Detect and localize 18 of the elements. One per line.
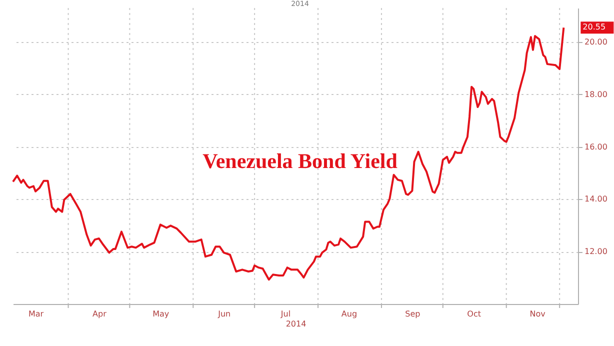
annotation: 20.55 <box>582 22 606 32</box>
x-tick-label: Jun <box>217 310 231 318</box>
x-tick-label: Jul <box>280 310 291 318</box>
annotation: Venezuela Bond Yield <box>202 149 398 173</box>
y-tick-label: 20.00 <box>584 38 608 47</box>
x-tick-label: Nov <box>530 310 546 318</box>
x-tick-label: Apr <box>92 310 108 318</box>
x-tick-label: May <box>152 310 170 318</box>
text: 2014 <box>286 320 306 328</box>
y-tick-label: 14.00 <box>584 194 608 204</box>
y-tick-label: 12.00 <box>584 247 608 256</box>
x-tick-label: Oct <box>467 310 482 318</box>
line-series <box>12 26 565 281</box>
x-tick-label: Aug <box>341 310 358 318</box>
y-tick-label: 18.00 <box>584 90 608 99</box>
y-tick-label: 16.00 <box>584 142 608 152</box>
x-tick-label: Sep <box>405 310 420 318</box>
x-tick-label: Mar <box>28 310 44 318</box>
